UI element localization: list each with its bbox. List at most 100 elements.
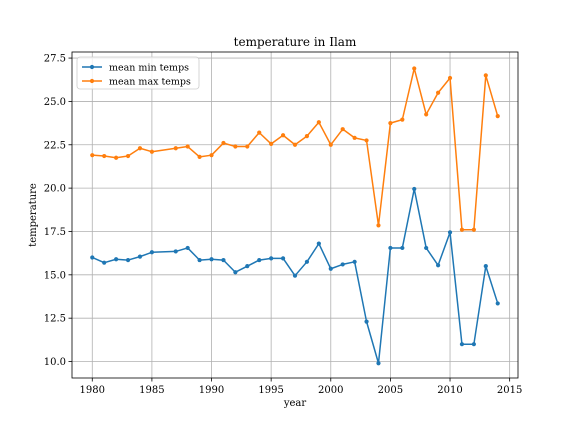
series-layer <box>90 66 500 366</box>
data-point <box>436 263 441 268</box>
x-tick-label: 2000 <box>318 385 343 396</box>
chart-title: temperature in Ilam <box>234 35 357 49</box>
data-point <box>352 135 357 140</box>
y-tick-label: 25.0 <box>44 97 66 108</box>
data-point <box>233 144 238 149</box>
data-point <box>388 120 393 126</box>
data-point <box>352 259 357 264</box>
data-point <box>197 154 202 160</box>
data-point <box>257 257 262 263</box>
data-point <box>102 260 107 265</box>
x-tick-label: 1995 <box>258 385 283 396</box>
data-point <box>483 264 488 269</box>
y-tick-label: 17.5 <box>44 227 66 238</box>
data-point <box>376 361 381 366</box>
data-point <box>495 301 500 306</box>
data-point <box>114 257 119 262</box>
data-point <box>459 342 465 347</box>
data-point <box>364 138 369 143</box>
data-point <box>316 241 321 246</box>
data-point <box>400 117 405 122</box>
legend-box <box>76 56 200 90</box>
data-point <box>257 130 262 135</box>
data-point <box>436 90 441 95</box>
x-axis-label: year <box>283 398 307 409</box>
data-point <box>388 245 393 251</box>
y-tick-label: 20.0 <box>44 184 66 195</box>
data-point <box>245 264 250 269</box>
data-point <box>316 120 321 125</box>
x-tick-label: 1980 <box>80 385 105 396</box>
series-line-2 <box>92 67 499 231</box>
data-point <box>471 342 476 347</box>
plot-frame <box>71 51 519 379</box>
y-tick-label: 15.0 <box>44 270 66 281</box>
data-point <box>90 153 95 158</box>
data-point <box>328 142 333 147</box>
data-point <box>125 153 131 159</box>
data-point <box>269 141 274 147</box>
x-tick-label: 2010 <box>437 385 462 396</box>
data-point <box>137 146 143 151</box>
data-point <box>400 245 405 251</box>
x-tick-label: 1990 <box>199 385 224 396</box>
y-tick-label: 27.5 <box>44 54 66 65</box>
data-point <box>221 257 226 263</box>
data-point <box>185 245 190 251</box>
x-tick-label: 1985 <box>139 385 164 396</box>
data-point <box>102 153 107 159</box>
legend-label: mean min temps <box>109 63 189 74</box>
data-point <box>304 134 310 139</box>
data-point <box>185 144 190 149</box>
data-point <box>269 256 274 261</box>
legend-swatch-marker <box>89 64 95 70</box>
x-tick-label: 2005 <box>378 385 403 396</box>
data-point <box>412 66 417 71</box>
data-point <box>209 257 214 262</box>
legend: mean min temps mean max temps <box>76 56 200 90</box>
legend-swatch-marker <box>89 78 95 84</box>
data-point <box>328 266 333 271</box>
data-point <box>459 227 465 232</box>
data-point <box>495 114 500 119</box>
y-tick-label: 10.0 <box>44 357 66 368</box>
legend-label: mean max temps <box>109 77 191 88</box>
x-tick-label: 2015 <box>497 385 522 396</box>
data-point <box>221 140 226 146</box>
data-point <box>471 227 476 232</box>
data-point <box>149 250 154 255</box>
data-point <box>114 155 119 160</box>
data-point <box>209 153 214 158</box>
data-point <box>483 73 488 78</box>
data-point <box>245 144 250 149</box>
data-point <box>137 254 143 259</box>
data-point <box>340 262 345 267</box>
data-point <box>197 257 202 263</box>
data-point <box>292 142 298 147</box>
data-point <box>173 249 178 254</box>
data-point <box>364 319 369 324</box>
data-point <box>233 270 238 275</box>
data-point <box>447 75 453 81</box>
tick-layer: 1980 1985 1990 1995 2000 2005 2010 2015 10.0 12.5… <box>44 54 523 396</box>
data-point <box>280 256 286 261</box>
data-point <box>173 146 178 151</box>
data-point <box>280 133 286 138</box>
data-point <box>149 149 154 154</box>
y-tick-label: 12.5 <box>44 314 66 325</box>
data-point <box>304 259 310 264</box>
data-point <box>447 230 453 235</box>
data-point <box>90 255 95 260</box>
data-point <box>292 273 298 278</box>
series-line-1 <box>91 188 499 365</box>
data-point <box>125 257 131 263</box>
data-point <box>340 127 345 132</box>
y-tick-label: 22.5 <box>44 140 66 151</box>
data-point <box>412 186 417 192</box>
data-point <box>424 112 429 117</box>
data-point <box>376 223 381 228</box>
y-axis-label: temperature <box>28 183 39 247</box>
data-point <box>424 245 429 251</box>
